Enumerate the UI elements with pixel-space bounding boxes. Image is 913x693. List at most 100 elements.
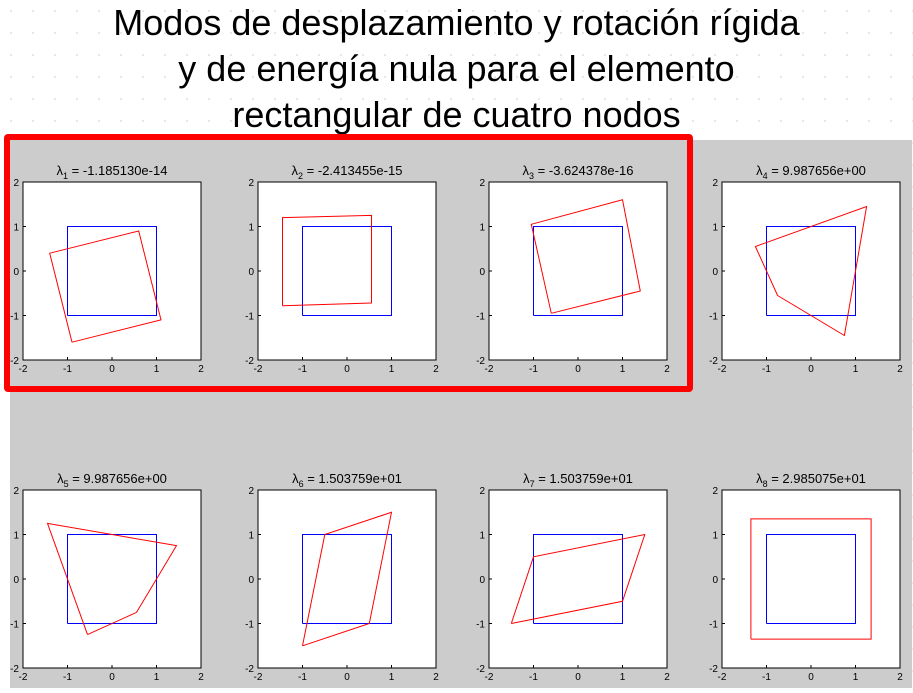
x-tick-label: 1	[620, 364, 626, 375]
y-tick-label: 1	[248, 531, 254, 542]
y-tick-label: -2	[709, 356, 718, 367]
x-tick-label: -2	[485, 364, 494, 375]
x-tick-label: 1	[154, 672, 160, 683]
undeformed-element	[766, 226, 856, 316]
mode-plot-8: -2 -1 0 1 2 2 1 0 -1 -2 λ8 = 2.985075e+01	[709, 471, 903, 683]
x-tick-label: -2	[19, 672, 28, 683]
y-tick-label: 0	[479, 267, 485, 278]
y-tick-label: -1	[709, 620, 718, 631]
slide-title-line-1: Modos de desplazamiento y rotación rígid…	[113, 2, 800, 43]
x-tick-label: 0	[575, 364, 581, 375]
x-tick-label: 0	[808, 672, 814, 683]
x-tick-label: 1	[154, 364, 160, 375]
y-tick-label: 1	[479, 223, 485, 234]
y-tick-label: -1	[245, 620, 254, 631]
eigenvalue-label: λ8 = 2.985075e+01	[756, 471, 866, 489]
y-tick-label: -1	[476, 620, 485, 631]
plot-axes-box	[257, 489, 437, 669]
x-tick-label: -1	[298, 364, 307, 375]
deformed-mode-shape	[282, 214, 372, 307]
x-tick-label: -1	[298, 672, 307, 683]
plot-axes-box	[22, 489, 202, 669]
lambda-index: 6	[299, 479, 304, 489]
lambda-value: = -2.413455e-15	[303, 163, 402, 178]
lambda-index: 1	[63, 171, 68, 181]
y-tick-label: -2	[476, 356, 485, 367]
deformed-mode-shape	[530, 199, 641, 314]
slide-title-line-2: y de energía nula para el elemento	[178, 48, 735, 89]
x-tick-label: 1	[389, 672, 395, 683]
y-tick-label: 1	[479, 531, 485, 542]
mode-plots-svg: -2 -1 0 1 2 2 1 0 -1 -2 λ1 = -1.185130e-14 -2 -1 0 1 2 2…	[10, 163, 903, 683]
x-tick-label: 0	[575, 672, 581, 683]
y-tick-label: 2	[712, 178, 718, 189]
x-tick-label: 0	[109, 672, 115, 683]
undeformed-element	[302, 226, 392, 316]
y-tick-label: -2	[709, 664, 718, 675]
x-tick-label: 0	[344, 672, 350, 683]
x-tick-label: -2	[718, 364, 727, 375]
x-tick-label: -2	[485, 672, 494, 683]
plot-axes-box	[22, 181, 202, 361]
undeformed-element	[533, 226, 623, 316]
x-tick-label: -1	[529, 364, 538, 375]
x-tick-label: 2	[664, 672, 670, 683]
deformed-mode-shape	[754, 205, 868, 337]
mode-plot-3: -2 -1 0 1 2 2 1 0 -1 -2 λ3 = -3.624378e-16	[476, 163, 670, 375]
y-tick-label: -1	[709, 312, 718, 323]
x-tick-label: 2	[897, 672, 903, 683]
y-tick-label: 0	[712, 267, 718, 278]
x-tick-label: -1	[529, 672, 538, 683]
slide-title-line-3: rectangular de cuatro nodos	[232, 94, 681, 135]
y-tick-label: 0	[248, 267, 254, 278]
y-tick-label: 0	[712, 575, 718, 586]
lambda-index: 2	[298, 171, 303, 181]
x-tick-label: 2	[198, 672, 204, 683]
y-tick-label: -1	[245, 312, 254, 323]
y-tick-label: -2	[245, 356, 254, 367]
y-tick-label: 2	[712, 486, 718, 497]
y-tick-label: -2	[10, 356, 19, 367]
undeformed-element	[67, 226, 157, 316]
undeformed-element	[67, 534, 157, 624]
y-tick-label: 1	[712, 531, 718, 542]
lambda-symbol: λ	[292, 163, 299, 178]
eigenvalue-label: λ7 = 1.503759e+01	[523, 471, 633, 489]
y-tick-label: 0	[248, 575, 254, 586]
eigenvalue-label: λ5 = 9.987656e+00	[57, 471, 167, 489]
eigenvalue-label: λ1 = -1.185130e-14	[57, 163, 168, 181]
y-tick-label: -1	[10, 620, 19, 631]
eigenvalue-label: λ6 = 1.503759e+01	[292, 471, 402, 489]
y-tick-label: 2	[248, 486, 254, 497]
x-tick-label: -1	[762, 672, 771, 683]
eigenvalue-label: λ3 = -3.624378e-16	[523, 163, 634, 181]
lambda-symbol: λ	[756, 163, 763, 178]
lambda-symbol: λ	[292, 471, 299, 486]
x-tick-label: -1	[762, 364, 771, 375]
x-tick-label: 2	[664, 364, 670, 375]
y-tick-label: 1	[248, 223, 254, 234]
x-tick-label: -1	[63, 364, 72, 375]
lambda-index: 7	[530, 479, 535, 489]
y-tick-label: 2	[248, 178, 254, 189]
deformed-mode-shape	[302, 511, 393, 647]
lambda-value: = 1.503759e+01	[535, 471, 633, 486]
plot-axes-box	[721, 181, 901, 361]
y-tick-label: 1	[13, 531, 19, 542]
undeformed-element	[766, 534, 856, 624]
y-tick-label: -2	[476, 664, 485, 675]
lambda-value: = 9.987656e+00	[768, 163, 866, 178]
slide-title: Modos de desplazamiento y rotación rígid…	[0, 0, 913, 138]
lambda-index: 5	[64, 479, 69, 489]
x-tick-label: 1	[853, 364, 859, 375]
y-tick-label: 2	[479, 178, 485, 189]
lambda-index: 8	[763, 479, 768, 489]
mode-plot-7: -2 -1 0 1 2 2 1 0 -1 -2 λ7 = 1.503759e+01	[476, 471, 670, 683]
x-tick-label: 1	[620, 672, 626, 683]
undeformed-element	[533, 534, 623, 624]
plot-axes-box	[721, 489, 901, 669]
x-tick-label: -2	[254, 672, 263, 683]
lambda-value: = 2.985075e+01	[768, 471, 866, 486]
